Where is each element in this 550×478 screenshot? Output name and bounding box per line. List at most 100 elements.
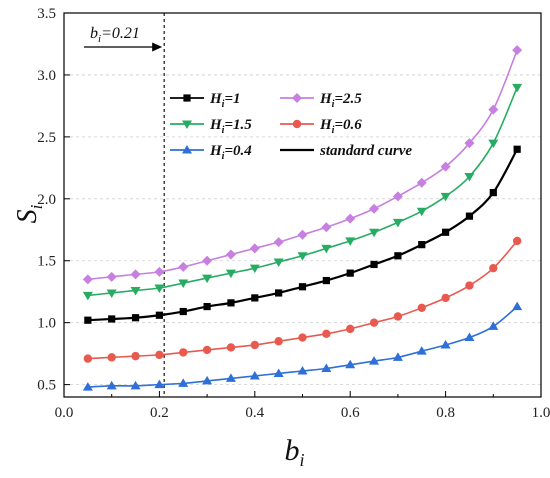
legend-label-rest: =1 [224,91,240,107]
marker-triangle-down [321,244,332,254]
legend: Hi=1 Hi=2.5Hi=1.5 Hi=0.6Hi=0.4 standard cur… [170,91,412,162]
legend-label: Hi=0.6 [319,117,362,136]
marker-triangle-down [202,274,213,284]
marker-triangle-down [249,264,260,274]
marker-diamond [106,271,117,282]
marker-triangle-up [82,382,93,391]
annotation-label-rest: =0.21 [101,25,140,42]
legend-label-sub: i [222,99,225,110]
y-tick-label: 2.0 [37,192,56,208]
marker-triangle-down [178,279,189,289]
marker-triangle-up [321,363,332,373]
legend-label: Hi=1 [209,91,241,110]
marker-triangle-down [512,83,523,93]
marker-square [442,228,450,236]
marker-circle [155,350,164,360]
marker-square [465,212,474,220]
marker-triangle-up [273,368,284,377]
marker-diamond [345,213,356,224]
legend-label-main: H [209,117,223,133]
y-tick-label: 3.5 [37,6,56,22]
marker-triangle-up [178,378,189,387]
marker-diamond [297,229,308,240]
marker-square [346,269,354,277]
marker-square [179,307,187,316]
marker-diamond [369,203,380,214]
legend-label-rest: =1.5 [224,117,252,133]
legend-label-main: H [209,143,223,159]
marker-triangle-up [488,321,499,330]
marker-triangle-down [488,139,499,149]
legend-label: standard curve [319,143,412,159]
marker-triangle-up [225,373,236,382]
marker-triangle-down [464,173,475,182]
marker-triangle-up [249,370,260,380]
axis-ticks: 0.0 0.2 0.4 0.6 0.8 1.0 0.5 1.0 1.5 2.0 2.5 3.0 3.5 [37,6,550,421]
y-axis-title: Si [12,204,46,223]
annotation-label: bi=0.21 [90,25,140,45]
marker-triangle-down [440,192,451,202]
marker-triangle-up [182,145,192,154]
x-tick-label: 0.8 [436,405,455,421]
marker-circle [131,351,140,361]
marker-square [108,315,116,323]
marker-diamond [321,222,332,233]
y-tick-label: 1.0 [37,316,56,332]
marker-triangle-down [273,258,284,267]
marker-triangle-down [392,218,403,228]
marker-square [131,314,140,322]
marker-triangle-up [154,379,165,389]
marker-triangle-up [202,375,213,385]
x-axis-title-sub: i [299,450,304,470]
marker-triangle-up [440,339,451,349]
legend-label-rest: =0.4 [224,143,252,159]
marker-triangle-up [130,380,141,390]
marker-triangle-down [106,289,117,298]
marker-circle [107,353,116,362]
annotation-label-sub: i [98,33,101,45]
axis-titles: bi Si [12,204,305,470]
marker-triangle-up [297,365,308,375]
legend-label-main: H [209,91,223,107]
marker-triangle-up [345,359,356,369]
marker-diamond [273,237,284,248]
marker-triangle-up [416,346,427,355]
y-tick-label: 0.5 [37,378,56,394]
marker-circle [274,337,283,346]
marker-square [513,145,521,153]
marker-diamond [178,261,189,272]
legend-label-main: H [319,117,333,133]
marker-square [155,311,163,319]
legend-label-sub: i [222,125,225,136]
marker-circle [226,343,236,352]
legend-label: Hi=2.5 [319,91,362,110]
marker-triangle-up [369,356,380,365]
annotation: bi=0.21 [84,25,163,52]
marker-circle [417,303,426,313]
legend-label: Hi=0.4 [209,143,252,162]
marker-square [227,299,235,307]
marker-diamond [512,45,523,56]
marker-square [394,252,402,260]
marker-circle [393,312,403,321]
legend-label-rest: =0.6 [334,117,362,133]
x-tick-label: 0.4 [245,405,264,421]
y-axis-title-sub: i [27,204,46,209]
marker-triangle-down [130,286,141,296]
marker-diamond [154,266,165,277]
x-axis-title: bi [284,434,304,470]
x-tick-label: 1.0 [532,405,550,421]
y-axis-title-main: S [12,209,43,223]
marker-square [251,294,259,302]
marker-diamond [225,249,236,260]
annotation-label-main: b [90,25,98,42]
marker-triangle-up [464,332,475,342]
marker-circle [346,324,355,334]
marker-circle [292,119,302,129]
marker-circle [369,318,379,327]
legend-label-rest: =2.5 [334,91,362,107]
marker-circle [489,263,498,273]
series-line [87,305,518,388]
legend-label-sub: i [332,125,335,136]
marker-diamond [416,177,427,188]
